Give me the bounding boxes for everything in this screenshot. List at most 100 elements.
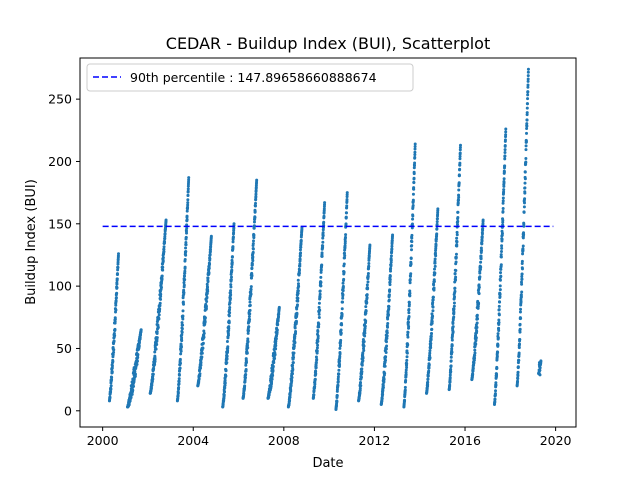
data-point [479, 265, 483, 269]
data-point [520, 267, 524, 271]
data-point [342, 270, 346, 274]
data-point [274, 339, 278, 343]
data-point [184, 241, 188, 245]
data-point [458, 146, 462, 150]
data-point [453, 278, 457, 282]
data-point [411, 217, 415, 221]
data-point [404, 372, 408, 376]
data-point [186, 198, 190, 202]
data-point [502, 184, 506, 188]
data-point [410, 248, 414, 252]
data-point [526, 93, 530, 97]
data-point [298, 248, 302, 252]
data-point [151, 377, 155, 381]
data-point [313, 382, 317, 386]
data-point [338, 363, 342, 367]
data-point [139, 328, 143, 332]
data-point [201, 346, 205, 350]
data-point [297, 271, 301, 275]
data-point [181, 309, 185, 313]
data-point [248, 300, 252, 304]
data-point [159, 297, 163, 301]
data-point [315, 351, 319, 355]
data-point [498, 292, 502, 296]
data-point [158, 304, 162, 308]
data-point [455, 236, 459, 240]
x-axis-label: Date [312, 456, 343, 471]
data-point [180, 321, 184, 325]
data-point [413, 153, 417, 157]
data-point [429, 342, 433, 346]
data-point [457, 174, 461, 178]
data-point [457, 195, 461, 199]
data-point [390, 238, 394, 242]
data-point [504, 133, 508, 137]
data-point [383, 371, 387, 375]
data-point [471, 366, 475, 370]
data-point [207, 271, 211, 275]
data-point [429, 334, 433, 338]
data-point [384, 355, 388, 359]
data-point [322, 220, 326, 224]
data-point [412, 166, 416, 170]
data-point [458, 167, 462, 171]
data-point [116, 272, 120, 276]
data-point [115, 291, 119, 295]
data-point [480, 248, 484, 252]
data-point [314, 370, 318, 374]
data-point [526, 90, 530, 94]
data-point [518, 327, 522, 331]
data-point [391, 233, 395, 237]
data-point [503, 164, 507, 168]
data-point [298, 264, 302, 268]
data-point [248, 318, 252, 322]
data-point [524, 160, 528, 164]
data-point [338, 344, 342, 348]
data-point [390, 247, 394, 251]
data-point [294, 319, 298, 323]
data-point [433, 261, 437, 265]
data-point [456, 216, 460, 220]
data-point [160, 277, 164, 281]
data-point [252, 224, 256, 228]
data-point [117, 252, 120, 256]
data-point [454, 275, 458, 279]
data-point [248, 303, 252, 307]
data-point [316, 334, 320, 338]
data-point [449, 359, 453, 363]
data-point [388, 280, 392, 284]
data-point [516, 379, 520, 383]
data-point [501, 209, 505, 213]
data-point [163, 235, 167, 239]
data-point [480, 239, 484, 243]
data-point [433, 264, 437, 268]
data-point [228, 311, 232, 315]
data-point [518, 338, 522, 341]
data-point [522, 224, 526, 228]
data-point [455, 240, 459, 244]
data-point [503, 144, 507, 148]
data-point [499, 255, 503, 259]
data-point [473, 356, 477, 360]
data-point [389, 260, 393, 264]
data-point [230, 255, 234, 259]
data-point [317, 301, 321, 305]
data-point [520, 259, 524, 263]
data-point [517, 358, 521, 362]
y-tick-label: 100 [48, 279, 72, 294]
data-point [428, 351, 432, 355]
data-point [429, 338, 433, 342]
data-point [524, 144, 528, 148]
data-point [364, 305, 368, 309]
data-point [499, 250, 503, 254]
data-point [359, 380, 363, 384]
data-point [276, 322, 280, 326]
data-point [524, 148, 528, 152]
data-point [453, 272, 457, 276]
data-point [448, 383, 452, 387]
data-point [458, 154, 462, 158]
data-point [502, 181, 506, 185]
data-point [366, 272, 370, 276]
data-point [200, 351, 204, 355]
